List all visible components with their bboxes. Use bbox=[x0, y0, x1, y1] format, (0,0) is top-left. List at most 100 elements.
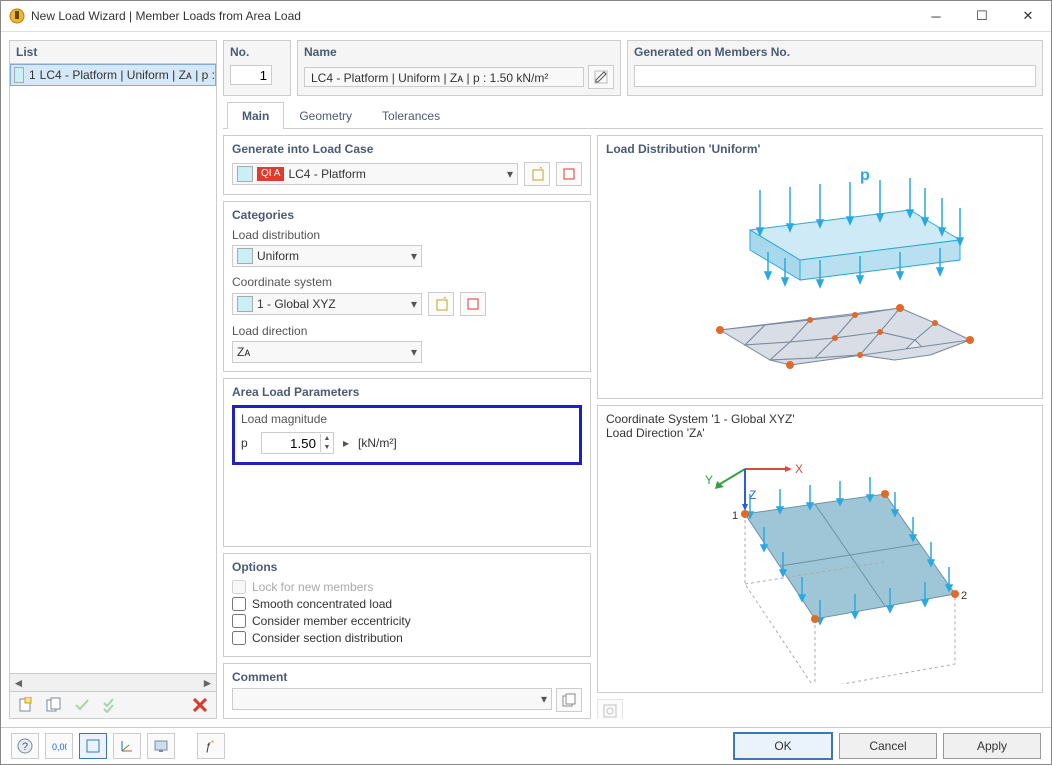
checkbox-sect[interactable] bbox=[232, 631, 246, 645]
color-swatch bbox=[14, 67, 24, 83]
magnitude-symbol: p bbox=[241, 436, 255, 450]
load-label: p bbox=[860, 167, 870, 184]
svg-text:*: * bbox=[211, 739, 214, 748]
list-item-number: 1 bbox=[27, 68, 35, 82]
loadcase-badge: QI A bbox=[257, 167, 284, 181]
display-button[interactable] bbox=[147, 733, 175, 759]
loadcase-combo[interactable]: QI A LC4 - Platform ▾ bbox=[232, 163, 518, 185]
tab-main[interactable]: Main bbox=[227, 102, 284, 129]
new-item-button[interactable] bbox=[13, 693, 39, 717]
checkbox-lock bbox=[232, 580, 246, 594]
preview-toolbar bbox=[597, 699, 1043, 719]
option-sect[interactable]: Consider section distribution bbox=[232, 631, 582, 645]
generated-input[interactable] bbox=[634, 65, 1036, 87]
checkbox-smooth[interactable] bbox=[232, 597, 246, 611]
slab-icon: 1 2 bbox=[732, 477, 967, 684]
edit-name-button[interactable] bbox=[588, 65, 614, 89]
left-toolbar bbox=[10, 691, 216, 718]
form-column: Generate into Load Case QI A LC4 - Platf… bbox=[223, 135, 591, 719]
option-ecc-label: Consider member eccentricity bbox=[252, 614, 411, 628]
coordsys-combo[interactable]: 1 - Global XYZ ▾ bbox=[232, 293, 422, 315]
mesh-icon bbox=[716, 304, 974, 369]
spin-up-icon[interactable]: ▲ bbox=[321, 434, 333, 443]
preview2-canvas: X Y Z bbox=[606, 444, 1034, 684]
preview-distribution: Load Distribution 'Uniform' p bbox=[597, 135, 1043, 399]
check-button[interactable] bbox=[69, 693, 95, 717]
copy-item-button[interactable] bbox=[41, 693, 67, 717]
window-root: New Load Wizard | Member Loads from Area… bbox=[0, 0, 1052, 765]
chevron-down-icon: ▾ bbox=[411, 297, 417, 311]
apply-button[interactable]: Apply bbox=[943, 733, 1041, 759]
ok-button[interactable]: OK bbox=[733, 732, 833, 760]
magnitude-unit: [kN/m²] bbox=[358, 436, 397, 450]
uniform-load-icon bbox=[750, 178, 963, 287]
left-panel: List 1 LC4 - Platform | Uniform | Zᴀ | p… bbox=[9, 40, 217, 719]
list-scrollbar[interactable]: ◄ ► bbox=[10, 673, 216, 691]
tab-tolerances[interactable]: Tolerances bbox=[367, 102, 455, 129]
name-input[interactable]: LC4 - Platform | Uniform | Zᴀ | p : 1.50… bbox=[304, 67, 584, 87]
help-button[interactable]: ? bbox=[11, 733, 39, 759]
generated-group: Generated on Members No. bbox=[627, 40, 1043, 96]
new-loadcase-button[interactable]: * bbox=[524, 162, 550, 186]
magnitude-label: Load magnitude bbox=[241, 412, 573, 426]
loadcase-title: Generate into Load Case bbox=[232, 142, 582, 156]
distribution-combo[interactable]: Uniform ▾ bbox=[232, 245, 422, 267]
cancel-button[interactable]: Cancel bbox=[839, 733, 937, 759]
comment-title: Comment bbox=[232, 670, 582, 684]
close-button[interactable]: ✕ bbox=[1005, 1, 1051, 31]
minimize-button[interactable]: ─ bbox=[913, 1, 959, 31]
preview2-title2: Load Direction 'Zᴀ' bbox=[606, 426, 1034, 440]
edit-loadcase-button[interactable] bbox=[556, 162, 582, 186]
svg-text:2: 2 bbox=[961, 590, 967, 602]
script-button[interactable]: ƒ* bbox=[197, 733, 225, 759]
axes-button[interactable] bbox=[113, 733, 141, 759]
preview2-title1: Coordinate System '1 - Global XYZ' bbox=[606, 412, 1034, 426]
magnitude-highlight: Load magnitude p ▲ ▼ ▸ bbox=[232, 405, 582, 465]
scroll-right-icon[interactable]: ► bbox=[199, 674, 216, 691]
pick-view-button[interactable] bbox=[597, 699, 623, 719]
option-lock-label: Lock for new members bbox=[252, 580, 373, 594]
option-lock: Lock for new members bbox=[232, 580, 582, 594]
maximize-button[interactable]: ☐ bbox=[959, 1, 1005, 31]
checkbox-ecc[interactable] bbox=[232, 614, 246, 628]
preview1-canvas: p bbox=[606, 160, 1034, 390]
color-swatch bbox=[237, 296, 253, 312]
distribution-label: Load distribution bbox=[232, 228, 582, 242]
spin-down-icon[interactable]: ▼ bbox=[321, 443, 333, 452]
params-title: Area Load Parameters bbox=[232, 385, 582, 399]
header-row: No. Name LC4 - Platform | Uniform | Zᴀ |… bbox=[223, 40, 1043, 96]
direction-label: Load direction bbox=[232, 324, 582, 338]
axes-icon: X Y Z bbox=[705, 462, 803, 511]
categories-group: Categories Load distribution Uniform ▾ C… bbox=[223, 201, 591, 372]
titlebar: New Load Wizard | Member Loads from Area… bbox=[1, 1, 1051, 32]
magnitude-spinner[interactable]: ▲ ▼ bbox=[261, 432, 334, 454]
check-all-button[interactable] bbox=[97, 693, 123, 717]
scroll-left-icon[interactable]: ◄ bbox=[10, 674, 27, 691]
delete-button[interactable] bbox=[187, 693, 213, 717]
color-swatch bbox=[237, 248, 253, 264]
list-item[interactable]: 1 LC4 - Platform | Uniform | Zᴀ | p : bbox=[10, 64, 216, 86]
chevron-down-icon: ▾ bbox=[507, 167, 513, 181]
generated-label: Generated on Members No. bbox=[634, 45, 1036, 59]
name-group: Name LC4 - Platform | Uniform | Zᴀ | p :… bbox=[297, 40, 621, 96]
units-button[interactable]: 0,00 bbox=[45, 733, 73, 759]
edit-cs-button[interactable] bbox=[460, 292, 486, 316]
main-columns: Generate into Load Case QI A LC4 - Platf… bbox=[223, 135, 1043, 719]
option-ecc[interactable]: Consider member eccentricity bbox=[232, 614, 582, 628]
comment-combo[interactable]: ▾ bbox=[232, 688, 552, 710]
option-smooth-label: Smooth concentrated load bbox=[252, 597, 392, 611]
svg-text:0,00: 0,00 bbox=[52, 742, 67, 752]
list-body: 1 LC4 - Platform | Uniform | Zᴀ | p : bbox=[10, 64, 216, 673]
view-mode-button[interactable] bbox=[79, 733, 107, 759]
tab-geometry[interactable]: Geometry bbox=[284, 102, 367, 129]
comment-library-button[interactable] bbox=[556, 688, 582, 712]
direction-combo[interactable]: Zᴀ ▾ bbox=[232, 341, 422, 363]
new-cs-button[interactable]: * bbox=[428, 292, 454, 316]
preview-column: Load Distribution 'Uniform' p bbox=[597, 135, 1043, 719]
loadcase-group: Generate into Load Case QI A LC4 - Platf… bbox=[223, 135, 591, 195]
svg-text:?: ? bbox=[22, 741, 28, 753]
number-input[interactable] bbox=[230, 65, 272, 85]
magnitude-pick-button[interactable]: ▸ bbox=[340, 436, 352, 450]
magnitude-input[interactable] bbox=[262, 434, 320, 452]
option-smooth[interactable]: Smooth concentrated load bbox=[232, 597, 582, 611]
